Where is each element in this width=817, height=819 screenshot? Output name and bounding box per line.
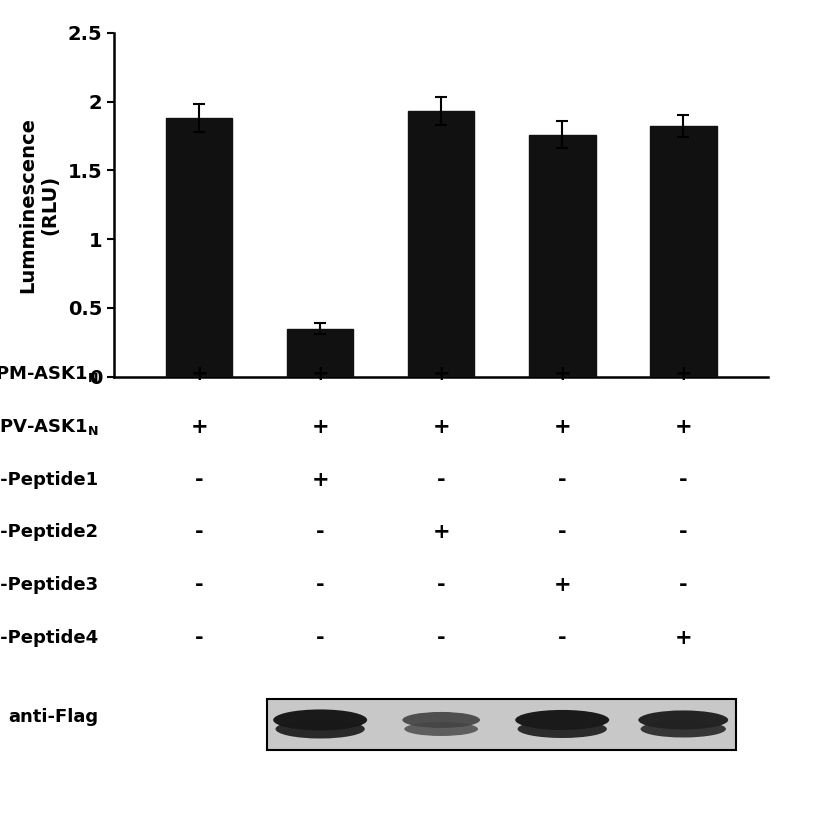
Ellipse shape xyxy=(641,721,726,737)
Bar xyxy=(267,699,736,749)
Text: +: + xyxy=(675,417,692,437)
Text: -: - xyxy=(558,469,566,490)
Text: -: - xyxy=(316,628,324,648)
Text: -: - xyxy=(558,523,566,542)
Text: Flag-Peptide3: Flag-Peptide3 xyxy=(0,576,98,594)
Ellipse shape xyxy=(402,712,480,728)
Text: Flag-Peptide2: Flag-Peptide2 xyxy=(0,523,98,541)
Text: -: - xyxy=(679,469,688,490)
Text: +: + xyxy=(432,364,450,384)
Text: +: + xyxy=(432,523,450,542)
Text: +: + xyxy=(190,417,208,437)
Text: +: + xyxy=(553,364,571,384)
Text: -: - xyxy=(679,575,688,595)
Text: -: - xyxy=(437,469,445,490)
Text: -: - xyxy=(437,575,445,595)
Text: -: - xyxy=(194,628,203,648)
Text: PM-ASK1$_\mathregular{N}$: PM-ASK1$_\mathregular{N}$ xyxy=(0,364,98,384)
Text: Flag-Peptide4: Flag-Peptide4 xyxy=(0,629,98,647)
Bar xyxy=(650,126,717,377)
Bar xyxy=(287,328,354,377)
Y-axis label: Lumminescence
(RLU): Lumminescence (RLU) xyxy=(19,117,60,292)
Ellipse shape xyxy=(275,719,364,739)
Text: -: - xyxy=(316,523,324,542)
Text: +: + xyxy=(675,364,692,384)
Text: -: - xyxy=(437,628,445,648)
Text: +: + xyxy=(311,364,329,384)
Text: +: + xyxy=(311,417,329,437)
Bar xyxy=(408,111,475,377)
Text: -: - xyxy=(558,628,566,648)
Ellipse shape xyxy=(518,720,607,738)
Text: +: + xyxy=(190,364,208,384)
Bar xyxy=(529,134,596,377)
Ellipse shape xyxy=(638,710,728,730)
Text: +: + xyxy=(553,417,571,437)
Text: Flag-Peptide1: Flag-Peptide1 xyxy=(0,471,98,489)
Text: PV-ASK1$_\mathregular{N}$: PV-ASK1$_\mathregular{N}$ xyxy=(0,417,98,437)
Ellipse shape xyxy=(273,709,367,731)
Text: -: - xyxy=(194,523,203,542)
Bar xyxy=(166,118,232,377)
Text: -: - xyxy=(194,469,203,490)
Text: +: + xyxy=(675,628,692,648)
Text: +: + xyxy=(553,575,571,595)
Ellipse shape xyxy=(516,710,609,730)
Text: -: - xyxy=(316,575,324,595)
Text: -: - xyxy=(194,575,203,595)
Ellipse shape xyxy=(404,722,478,736)
Text: -: - xyxy=(679,523,688,542)
Text: +: + xyxy=(311,469,329,490)
Text: anti-Flag: anti-Flag xyxy=(8,708,98,726)
Text: +: + xyxy=(432,417,450,437)
